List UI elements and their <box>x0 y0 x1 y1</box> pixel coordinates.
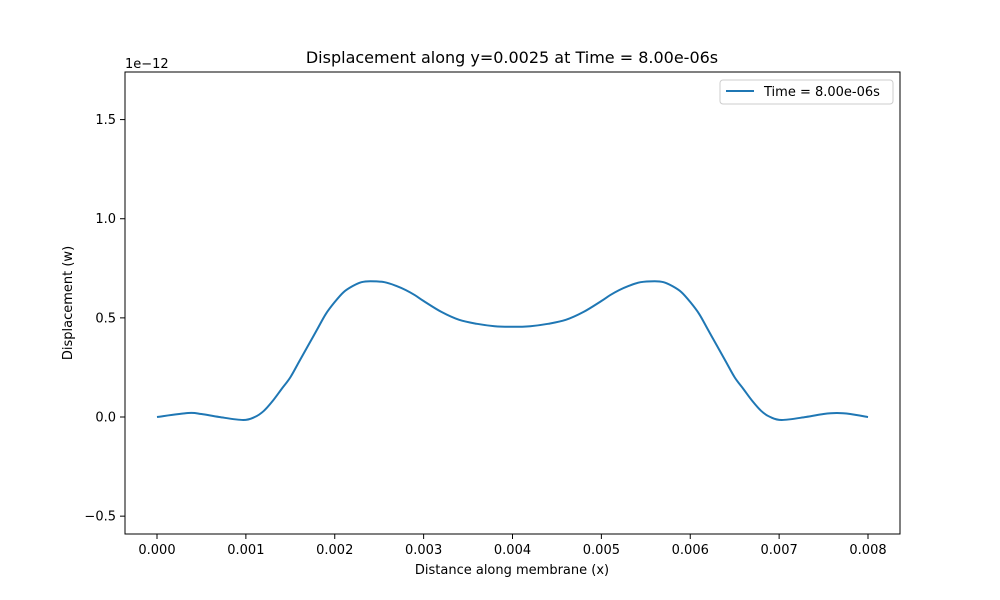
x-tick-label: 0.006 <box>672 543 709 558</box>
y-tick-label: 1.5 <box>95 113 116 128</box>
x-tick-label: 0.002 <box>316 543 353 558</box>
y-tick-label: 0.5 <box>95 311 116 326</box>
chart-title: Displacement along y=0.0025 at Time = 8.… <box>306 48 718 67</box>
legend-label: Time = 8.00e-06s <box>763 85 880 100</box>
x-tick-label: 0.008 <box>849 543 886 558</box>
series-line-0 <box>156 280 869 421</box>
x-tick-label: 0.003 <box>405 543 442 558</box>
x-tick-label: 0.001 <box>227 543 264 558</box>
y-axis-label: Displacement (w) <box>61 246 76 360</box>
y-axis-ticks: −0.5 0.0 0.5 1.0 1.5 <box>84 113 125 525</box>
x-tick-label: 0.007 <box>761 543 798 558</box>
x-axis-label: Distance along membrane (x) <box>415 563 609 578</box>
y-tick-label: 0.0 <box>95 411 116 426</box>
x-tick-label: 0.000 <box>138 543 175 558</box>
plot-frame <box>124 71 901 535</box>
y-tick-label: −0.5 <box>84 510 116 525</box>
legend: Time = 8.00e-06s <box>719 79 894 105</box>
x-tick-label: 0.005 <box>583 543 620 558</box>
legend-box <box>719 79 894 105</box>
y-offset-label: 1e−12 <box>125 57 169 72</box>
y-tick-label: 1.0 <box>95 212 116 227</box>
plot-lines <box>156 280 869 421</box>
x-axis-ticks: 0.000 0.001 0.002 0.003 0.004 0.005 0.006 0.007… <box>138 534 887 558</box>
x-tick-label: 0.004 <box>494 543 531 558</box>
